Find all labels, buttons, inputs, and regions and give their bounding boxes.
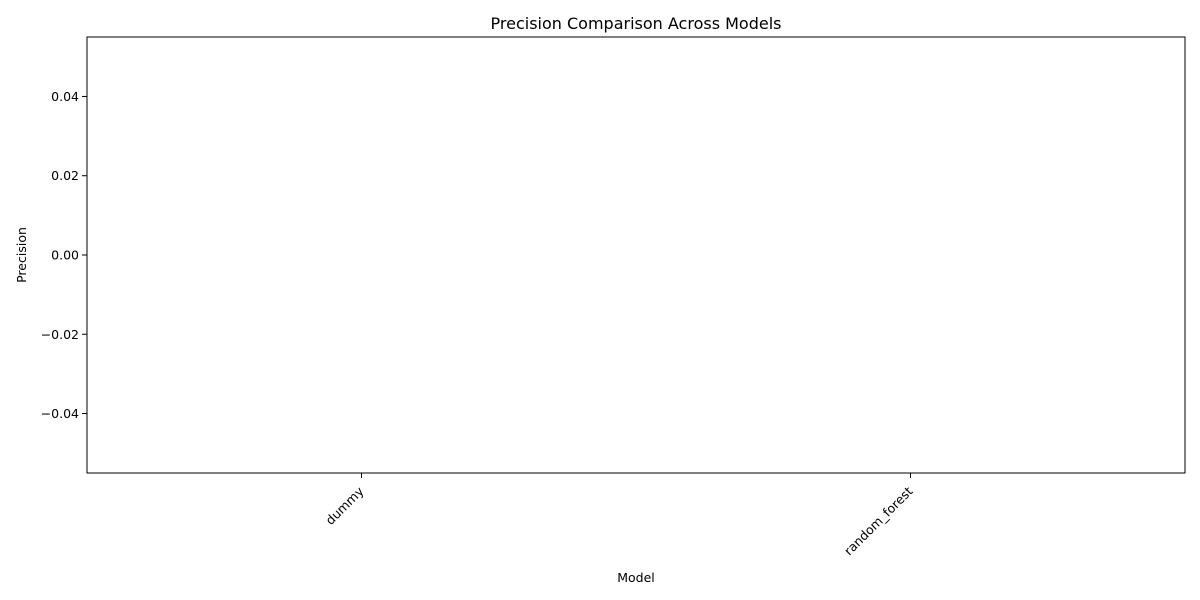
chart-title: Precision Comparison Across Models [491,14,782,33]
y-tick-label: 0.02 [51,168,79,183]
y-tick-label: −0.04 [41,406,79,421]
y-axis-label: Precision [14,227,29,283]
y-tick-label: −0.02 [41,327,79,342]
y-tick-label: 0.04 [51,89,79,104]
x-axis-label: Model [617,570,655,585]
y-axis: 0.04 0.02 0.00 −0.02 −0.04 [41,89,87,421]
y-tick-label: 0.00 [51,248,79,263]
